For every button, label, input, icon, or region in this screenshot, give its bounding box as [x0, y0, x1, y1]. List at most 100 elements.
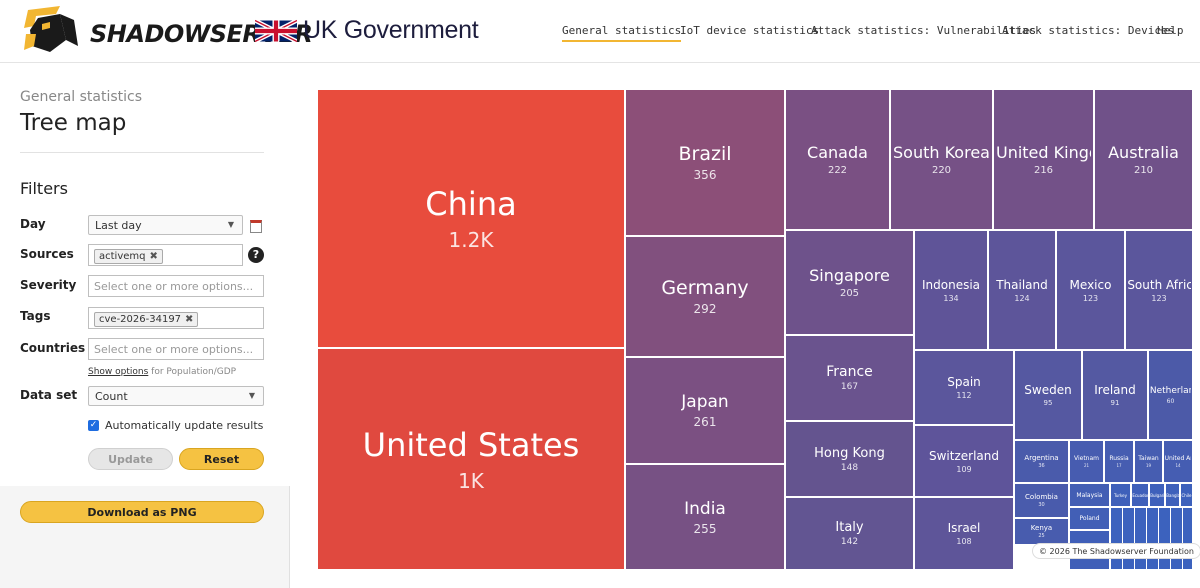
treemap-cell-united-kingdom[interactable]: United Kingdom 216: [993, 89, 1094, 230]
treemap-cell-bangladesh[interactable]: Bangladesh: [1165, 483, 1180, 507]
treemap-cell-ecuador[interactable]: Ecuador: [1131, 483, 1149, 507]
severity-input[interactable]: Select one or more options...: [88, 275, 264, 297]
treemap-cell-value: 1.2K: [448, 228, 494, 252]
treemap-cell-label: Sweden: [1024, 383, 1072, 397]
treemap-cell-china[interactable]: China 1.2K: [317, 89, 625, 348]
show-options-suffix: for Population/GDP: [151, 367, 237, 377]
chevron-down-icon: ▼: [248, 391, 255, 400]
nav-general-statistics[interactable]: General statistics: [562, 24, 682, 42]
treemap-cell-label: China: [425, 185, 517, 223]
shadowserver-logo[interactable]: SHADOWSERVER: [20, 6, 313, 56]
treemap-cell-united-arab-emirates[interactable]: United Arab Emirates14: [1163, 440, 1193, 483]
chevron-down-icon: ▼: [227, 220, 234, 229]
treemap-cell-label: Colombia: [1025, 493, 1058, 501]
treemap-cell-label: Taiwan: [1138, 455, 1159, 462]
treemap-cell-singapore[interactable]: Singapore 205: [785, 230, 914, 335]
treemap-cell-value: 19: [1145, 463, 1152, 468]
treemap-cell-colombia[interactable]: Colombia 30: [1014, 483, 1069, 518]
treemap-cell-label: Canada: [807, 143, 868, 162]
sources-label: Sources: [20, 247, 74, 261]
treemap-cell-united-states[interactable]: United States 1K: [317, 348, 625, 570]
treemap-cell-bulgaria[interactable]: Bulgaria: [1149, 483, 1165, 507]
help-icon[interactable]: ?: [248, 247, 264, 263]
tags-input[interactable]: cve-2026-34197 ✖: [88, 307, 264, 329]
treemap-cell-label: Japan: [681, 392, 729, 412]
treemap-cell-south-korea[interactable]: South Korea 220: [890, 89, 993, 230]
treemap-cell-spain[interactable]: Spain 112: [914, 350, 1014, 425]
treemap-cell-label: France: [826, 364, 873, 380]
copyright-notice: © 2026 The Shadowserver Foundation: [1032, 543, 1200, 559]
treemap-cell-label: United Kingdom: [995, 143, 1091, 162]
treemap-cell-sweden[interactable]: Sweden 95: [1014, 350, 1082, 440]
nav-help[interactable]: Help: [1157, 24, 1184, 37]
nav-iot-device-statistics[interactable]: IoT device statistics: [680, 24, 820, 37]
source-tag-label: activemq: [99, 251, 146, 262]
treemap-cell-malaysia[interactable]: Malaysia: [1069, 483, 1110, 507]
treemap-cell-thailand[interactable]: Thailand 124: [988, 230, 1056, 350]
treemap-cell-vietnam[interactable]: Vietnam 21: [1069, 440, 1104, 483]
treemap-cell-label: Vietnam: [1073, 455, 1099, 462]
remove-tag-icon[interactable]: ✖: [149, 251, 158, 262]
treemap-cell-value: 255: [693, 521, 717, 536]
treemap-cell-label: Bangladesh: [1166, 492, 1178, 498]
treemap-cell-label: Turkey: [1113, 492, 1128, 498]
calendar-icon[interactable]: [250, 220, 262, 233]
treemap-cell-india[interactable]: India 255: [625, 464, 785, 570]
dataset-select[interactable]: Count ▼: [88, 386, 264, 406]
treemap-cell-label: South Korea: [893, 143, 990, 162]
treemap-cell-indonesia[interactable]: Indonesia 134: [914, 230, 988, 350]
sources-input[interactable]: activemq ✖: [88, 244, 243, 266]
day-select[interactable]: Last day ▼: [88, 215, 243, 235]
treemap-small-countries-area: [1110, 507, 1193, 570]
treemap-cell-value: 95: [1043, 399, 1053, 407]
download-png-button[interactable]: Download as PNG: [20, 501, 264, 523]
treemap-cell-netherlands[interactable]: Netherlands60: [1148, 350, 1193, 440]
treemap-cell-label: Thailand: [996, 277, 1048, 292]
filter-panel: General statistics Tree map Filters Day …: [0, 64, 290, 486]
uk-flag-icon: [255, 18, 297, 44]
treemap-cell-ireland[interactable]: Ireland 91: [1082, 350, 1148, 440]
treemap-cell-label: Bulgaria: [1150, 492, 1164, 498]
treemap-cell-label: Kenya: [1030, 524, 1053, 532]
treemap-cell-canada[interactable]: Canada 222: [785, 89, 890, 230]
treemap-cell-turkey[interactable]: Turkey: [1110, 483, 1131, 507]
remove-tag-icon[interactable]: ✖: [185, 314, 194, 325]
treemap-cell-germany[interactable]: Germany 292: [625, 236, 785, 357]
treemap-cell-label: Brazil: [678, 143, 732, 165]
treemap-cell-value: 210: [1133, 165, 1154, 176]
treemap-cell-kenya[interactable]: Kenya 25: [1014, 518, 1069, 545]
treemap-cell-russia[interactable]: Russia 17: [1104, 440, 1134, 483]
update-button[interactable]: Update: [88, 448, 173, 470]
top-navigation-bar: SHADOWSERVER UK Government General stati…: [0, 0, 1200, 63]
show-options-hint: Show options for Population/GDP: [88, 367, 236, 377]
treemap-cell-chile[interactable]: Chile: [1180, 483, 1193, 507]
reset-button[interactable]: Reset: [179, 448, 264, 470]
treemap-cell-israel[interactable]: Israel 108: [914, 497, 1014, 570]
nav-attack-devices[interactable]: Attack statistics: Devices: [1002, 24, 1175, 37]
treemap-cell-poland[interactable]: Poland: [1069, 507, 1110, 530]
treemap-cell-mexico[interactable]: Mexico 123: [1056, 230, 1125, 350]
treemap-cell-argentina[interactable]: Argentina 36: [1014, 440, 1069, 483]
treemap-cell-label: Ecuador: [1132, 492, 1148, 498]
treemap-cell-australia[interactable]: Australia 210: [1094, 89, 1193, 230]
countries-input[interactable]: Select one or more options...: [88, 338, 264, 360]
treemap-cell-hong-kong[interactable]: Hong Kong 148: [785, 421, 914, 497]
treemap-cell-france[interactable]: France 167: [785, 335, 914, 421]
cve-tag: cve-2026-34197 ✖: [94, 312, 199, 327]
treemap-cell-taiwan[interactable]: Taiwan 19: [1134, 440, 1163, 483]
treemap-cell-label: Indonesia: [921, 277, 981, 292]
treemap-cell-value: 109: [956, 464, 972, 474]
sidebar: General statistics Tree map Filters Day …: [0, 64, 290, 588]
show-options-link[interactable]: Show options: [88, 367, 149, 377]
treemap-cell-south-africa[interactable]: South Africa123: [1125, 230, 1193, 350]
treemap-cell-brazil[interactable]: Brazil 356: [625, 89, 785, 236]
treemap-cell-value: 124: [1014, 293, 1030, 303]
treemap-cell-value: 261: [693, 415, 717, 429]
treemap-cell-switzerland[interactable]: Switzerland 109: [914, 425, 1014, 497]
nav-attack-vulnerabilities[interactable]: Attack statistics: Vulnerabilities: [811, 24, 1037, 37]
treemap-cell-value: 123: [1151, 293, 1167, 303]
auto-update-checkbox[interactable]: ✓: [88, 420, 99, 431]
breadcrumb: General statistics: [20, 89, 143, 105]
treemap-cell-japan[interactable]: Japan 261: [625, 357, 785, 464]
treemap-cell-italy[interactable]: Italy 142: [785, 497, 914, 570]
